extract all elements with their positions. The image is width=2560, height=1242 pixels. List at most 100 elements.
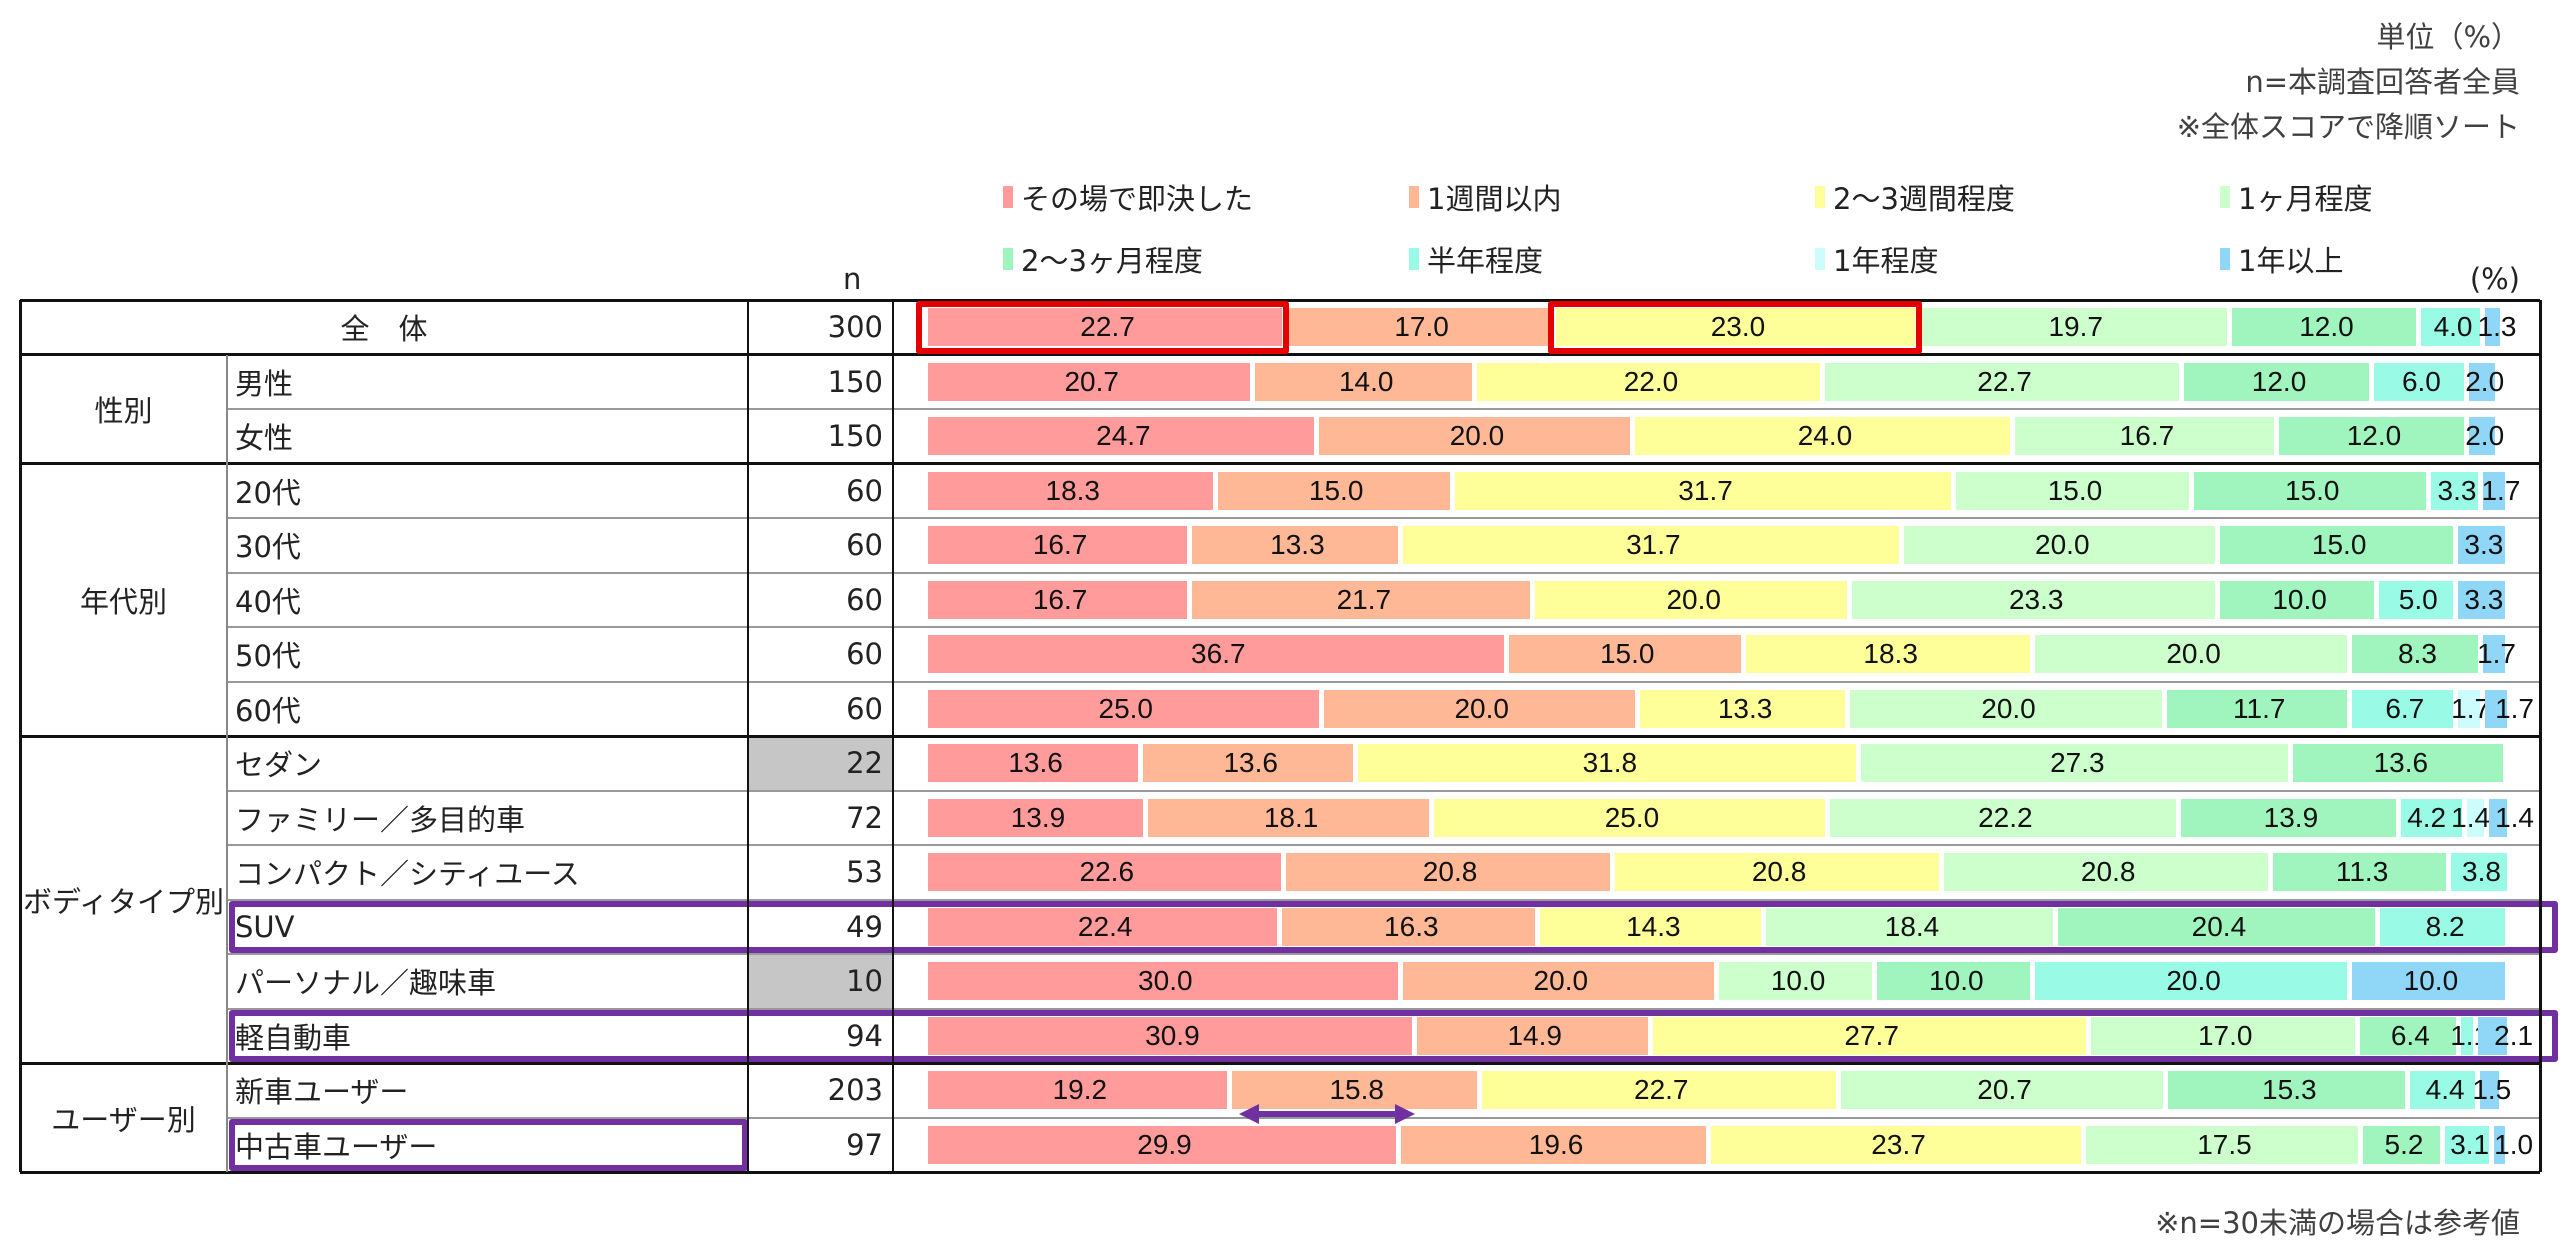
bar-segment-3 xyxy=(2035,635,2347,674)
legend-swatch xyxy=(1003,248,1013,270)
row-label: ファミリー／多目的車 xyxy=(235,802,526,837)
legend-item: 1週間以内 xyxy=(1409,176,1561,218)
respondents-note: n=本調査回答者全員 xyxy=(2245,65,2520,99)
legend-item: 2～3週間程度 xyxy=(1815,176,2015,218)
data-label: 22.0 xyxy=(1623,365,1679,397)
bar-segment-4 xyxy=(2359,1016,2456,1055)
percent-unit-label: (%) xyxy=(2469,262,2520,296)
row-divider xyxy=(227,517,2540,519)
legend-item: 1年以上 xyxy=(2220,238,2343,280)
highlight-box-label xyxy=(229,1118,748,1171)
bar-segment-4 xyxy=(2184,362,2369,401)
bar-segment-1 xyxy=(1192,526,1398,565)
bar-segment-1 xyxy=(1323,689,1635,728)
data-label: 1.4 xyxy=(2451,801,2491,833)
sample-size-n: 60 xyxy=(846,691,883,726)
legend-label: 1年程度 xyxy=(1833,244,1939,278)
data-label: 3.3 xyxy=(2464,529,2504,561)
bar-segment-2 xyxy=(1476,362,1820,401)
data-label: 15.0 xyxy=(2285,474,2340,506)
sample-size-n: 60 xyxy=(846,528,883,563)
row-divider xyxy=(227,626,2540,628)
bar-segment-1 xyxy=(1416,1016,1648,1055)
sample-size-n: 72 xyxy=(846,800,883,835)
data-label: 13.9 xyxy=(2263,801,2319,833)
bar-segment-4 xyxy=(2220,526,2453,565)
row-label: 30代 xyxy=(235,530,301,565)
bar-segment-1 xyxy=(1231,1071,1477,1110)
data-label: 15.0 xyxy=(1308,474,1364,506)
sample-size-n: 53 xyxy=(846,855,883,890)
data-label: 1.7 xyxy=(2451,692,2491,724)
sample-size-n: 300 xyxy=(827,310,883,345)
row-label: 50代 xyxy=(235,639,301,674)
group-label: ユーザー別 xyxy=(51,1102,196,1137)
data-label: 1.0 xyxy=(2494,1128,2534,1160)
bar-segment-2 xyxy=(1556,308,1915,347)
legend-label: 1年以上 xyxy=(2238,244,2344,278)
column-divider xyxy=(747,300,749,1172)
bar-segment-2 xyxy=(1358,744,1857,783)
data-label: 15.8 xyxy=(1329,1074,1384,1106)
bar-segment-7 xyxy=(2457,580,2505,619)
legend-item: 1年程度 xyxy=(1815,238,1938,280)
sample-size-n: 60 xyxy=(846,473,883,508)
data-label: 13.6 xyxy=(1223,747,1278,779)
data-label: 20.0 xyxy=(1533,965,1589,997)
data-label: 18.3 xyxy=(1863,638,1918,670)
legend-swatch xyxy=(1003,186,1013,208)
bar-segment-0 xyxy=(928,417,1314,456)
data-label: 17.0 xyxy=(2197,1019,2253,1051)
table-left-border xyxy=(18,300,22,1172)
bar-segment-3 xyxy=(1719,962,1873,1001)
group-label: ボディタイプ別 xyxy=(23,884,224,919)
row-divider xyxy=(227,898,2540,901)
bar-segment-5 xyxy=(2410,1071,2475,1110)
row-label: セダン xyxy=(235,748,323,783)
bar-segment-5 xyxy=(2430,471,2479,510)
bar-segment-1 xyxy=(1217,471,1450,510)
data-label: 1.7 xyxy=(2477,638,2517,670)
table-bottom-border xyxy=(20,1170,2540,1174)
bar-segment-2 xyxy=(1402,526,1900,565)
legend-swatch xyxy=(1815,248,1825,270)
bar-segment-4 xyxy=(2168,1071,2406,1110)
sample-size-n: 97 xyxy=(846,1127,883,1162)
bar-segment-7 xyxy=(2484,689,2507,728)
bar-segment-7 xyxy=(2478,1016,2507,1055)
bar-segment-3 xyxy=(1829,798,2176,837)
bar-segment-4 xyxy=(2166,689,2347,728)
bar-segment-4 xyxy=(2279,417,2464,456)
data-label: 16.7 xyxy=(2119,420,2175,452)
data-label: 30.9 xyxy=(1145,1019,1200,1051)
data-label: 17.0 xyxy=(1394,311,1449,343)
sample-size-n: 203 xyxy=(827,1073,883,1108)
data-label: 20.7 xyxy=(1977,1074,2032,1106)
data-label: 3.3 xyxy=(2437,474,2477,506)
data-label: 30.0 xyxy=(1138,965,1193,997)
row-label: 40代 xyxy=(235,584,301,619)
data-label: 12.0 xyxy=(2251,365,2307,397)
data-label: 15.0 xyxy=(2311,529,2367,561)
bar-segment-3 xyxy=(1956,471,2189,510)
bar-segment-3 xyxy=(1824,362,2180,401)
bar-segment-4 xyxy=(2272,853,2447,892)
data-label: 14.9 xyxy=(1507,1019,1562,1051)
data-label: 18.4 xyxy=(1884,910,1940,942)
bar-segment-7 xyxy=(2489,798,2507,837)
data-label: 15.0 xyxy=(2047,474,2103,506)
data-label: 8.3 xyxy=(2397,638,2437,670)
data-label: 22.7 xyxy=(1634,1074,1689,1106)
table-right-border xyxy=(2538,300,2542,1172)
data-label: 21.7 xyxy=(1336,583,1392,615)
bar-segment-0 xyxy=(928,907,1278,946)
data-label: 31.8 xyxy=(1582,747,1638,779)
bar-segment-1 xyxy=(1401,1125,1707,1164)
highlight-box-row xyxy=(229,1009,2558,1062)
data-label: 20.0 xyxy=(2166,965,2221,997)
data-label: 16.3 xyxy=(1384,910,1439,942)
legend-item: その場で即決した xyxy=(1003,176,1253,218)
column-divider xyxy=(892,300,894,1172)
bar-segment-5 xyxy=(2451,853,2507,892)
